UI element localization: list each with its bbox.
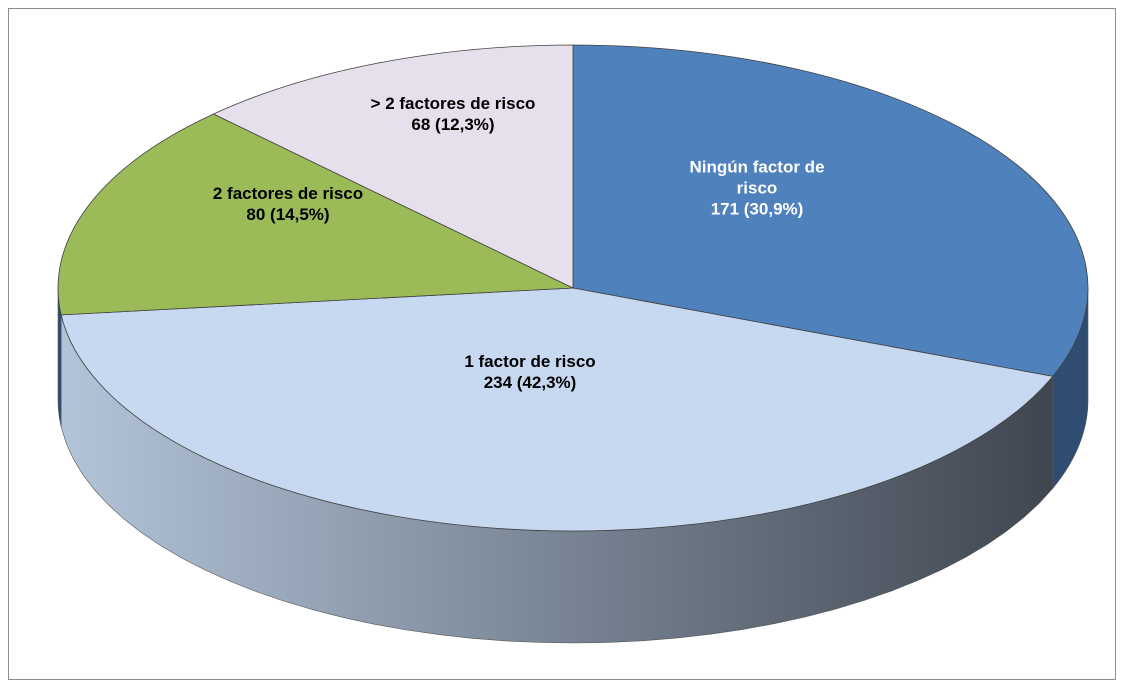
slice-label: 1 factor de risco 234 (42,3%) (410, 351, 650, 393)
category-label: > 2 factores de risco (370, 94, 536, 113)
slice (60, 287, 1054, 532)
chart-frame (8, 8, 1116, 680)
value-label: 234 (42,3%) (483, 373, 577, 392)
value-label: 171 (30,9%) (710, 199, 804, 219)
slice-label: 2 factores de risco 80 (14,5%) (168, 183, 408, 225)
category-label: Ningún factor de risco (689, 157, 825, 198)
value-label: 80 (14,5%) (246, 205, 330, 224)
value-label: 68 (12,3%) (411, 115, 495, 134)
category-label: 1 factor de risco (464, 352, 596, 371)
slice-label: Ningún factor de risco 171 (30,9%) (667, 157, 847, 220)
slice (212, 44, 574, 289)
slice (572, 44, 1089, 377)
slice (57, 113, 574, 316)
slice-label: > 2 factores de risco 68 (12,3%) (333, 93, 573, 135)
category-label: 2 factores de risco (212, 184, 364, 203)
